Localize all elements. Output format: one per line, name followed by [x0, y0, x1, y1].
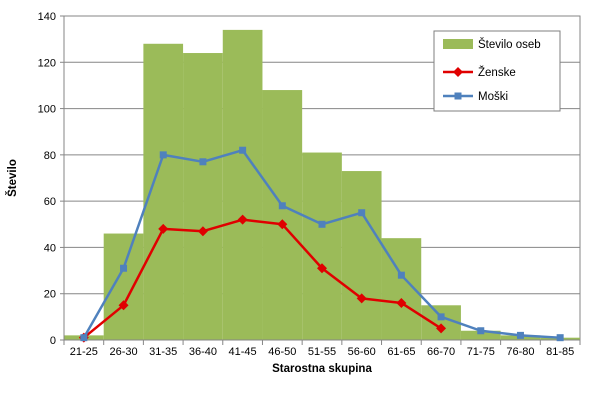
- data-point: [118, 300, 129, 311]
- x-tick-label: 61-65: [387, 346, 415, 358]
- y-tick-label: 120: [38, 57, 56, 69]
- x-tick-label: 31-35: [149, 346, 177, 358]
- data-point: [556, 334, 564, 342]
- x-tick-label: 56-60: [348, 346, 376, 358]
- x-tick-label: 46-50: [268, 346, 296, 358]
- legend-label-men: Moški: [478, 91, 508, 103]
- data-point: [158, 223, 169, 234]
- data-point: [318, 220, 326, 228]
- y-tick-label: 140: [38, 11, 56, 23]
- y-tick-label: 40: [44, 242, 56, 254]
- x-axis-title: Starostna skupina: [272, 363, 372, 375]
- legend-label-women: Ženske: [478, 66, 516, 79]
- legend: Število oseb Ženske Moški: [433, 30, 561, 112]
- data-point: [239, 146, 247, 154]
- x-tick-label: 81-85: [546, 346, 574, 358]
- y-tick-label: 0: [50, 335, 56, 347]
- data-point: [199, 158, 207, 166]
- data-point: [120, 264, 128, 272]
- y-tick-label: 60: [44, 196, 56, 208]
- bar: [302, 152, 342, 340]
- y-tick-label: 100: [38, 104, 56, 116]
- bar: [341, 171, 382, 340]
- label-layer: 0 20 40 60 80 100 120 140 21-25 26-30 31-35 36-40 41…: [38, 11, 575, 358]
- legend-label-bar: Število oseb: [478, 38, 541, 51]
- legend-swatch-women-marker: [453, 67, 463, 77]
- data-point: [237, 214, 248, 225]
- x-tick-label: 41-45: [229, 346, 257, 358]
- line-layer: [78, 146, 564, 343]
- data-point: [396, 297, 407, 308]
- data-point: [277, 219, 288, 230]
- data-point: [477, 327, 485, 335]
- bar: [222, 29, 263, 341]
- data-point: [197, 226, 208, 237]
- data-point: [317, 263, 327, 274]
- data-point: [516, 331, 524, 339]
- bar: [262, 90, 303, 340]
- y-tick-label: 20: [44, 289, 56, 301]
- data-point: [397, 271, 405, 279]
- x-tick-label: 76-80: [506, 346, 534, 358]
- x-tick-label: 51-55: [308, 346, 336, 358]
- bar: [103, 233, 144, 340]
- data-point: [356, 293, 367, 304]
- y-axis-title: Število: [6, 159, 19, 197]
- x-tick-label: 36-40: [189, 346, 217, 358]
- data-point: [278, 202, 286, 210]
- data-point: [80, 334, 88, 342]
- data-point: [358, 209, 366, 217]
- x-tick-label: 26-30: [109, 346, 137, 358]
- axis-layer: [60, 15, 581, 345]
- bar-layer: [64, 29, 580, 341]
- data-point: [436, 323, 447, 334]
- data-point: [437, 313, 445, 321]
- x-tick-label: 21-25: [70, 346, 98, 358]
- data-point: [159, 151, 167, 159]
- x-tick-label: 71-75: [467, 346, 495, 358]
- y-tick-label: 80: [44, 150, 56, 162]
- legend-swatch-men-marker: [454, 92, 462, 100]
- x-tick-label: 66-70: [427, 346, 455, 358]
- bar: [183, 53, 223, 341]
- bar: [460, 330, 501, 340]
- series-line: [83, 218, 442, 339]
- legend-swatch-bar: [443, 39, 473, 49]
